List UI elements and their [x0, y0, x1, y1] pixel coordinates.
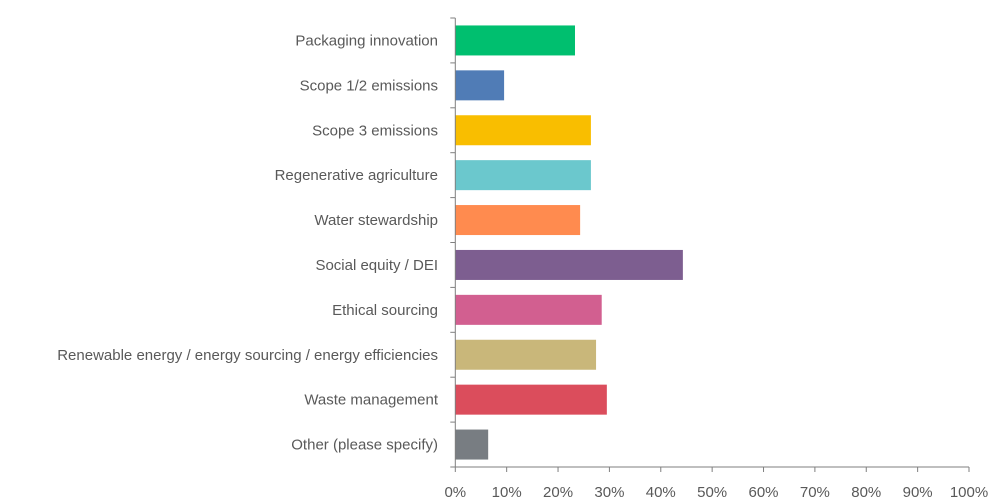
bar: [455, 294, 602, 325]
x-tick-label: 40%: [646, 484, 676, 501]
bar: [455, 249, 683, 280]
x-tick-label: 10%: [492, 484, 522, 501]
x-tick-label: 80%: [851, 484, 881, 501]
x-tick-label: 0%: [444, 484, 466, 501]
bar: [455, 205, 581, 236]
category-label: Renewable energy / energy sourcing / ene…: [57, 347, 438, 364]
x-tick-label: 100%: [950, 484, 988, 501]
bar: [455, 115, 591, 146]
category-label: Packaging innovation: [295, 32, 438, 49]
bar: [455, 70, 505, 101]
category-label: Social equity / DEI: [315, 257, 438, 274]
category-label: Other (please specify): [291, 437, 438, 454]
bar: [455, 429, 489, 460]
axes-group: 0% 10% 20% 30% 40% 50% 60% 70% 80% 90% 100%: [444, 17, 988, 501]
x-tick-label: 90%: [903, 484, 933, 501]
x-tick-label: 30%: [594, 484, 624, 501]
x-tick-label: 50%: [697, 484, 727, 501]
category-label: Scope 1/2 emissions: [300, 77, 438, 94]
x-tick-label: 20%: [543, 484, 573, 501]
category-label: Scope 3 emissions: [312, 122, 438, 139]
bar: [455, 384, 607, 415]
category-label: Water stewardship: [314, 212, 438, 229]
x-tick-label: 70%: [800, 484, 830, 501]
bar: [455, 25, 575, 56]
bar: [455, 339, 597, 370]
x-tick-label: 60%: [749, 484, 779, 501]
bars-group: [455, 25, 683, 460]
category-label: Regenerative agriculture: [275, 167, 438, 184]
category-label: Waste management: [304, 392, 439, 409]
category-labels: Packaging innovation Scope 1/2 emissions S…: [57, 32, 439, 453]
bar: [455, 160, 591, 191]
category-label: Ethical sourcing: [332, 302, 438, 319]
